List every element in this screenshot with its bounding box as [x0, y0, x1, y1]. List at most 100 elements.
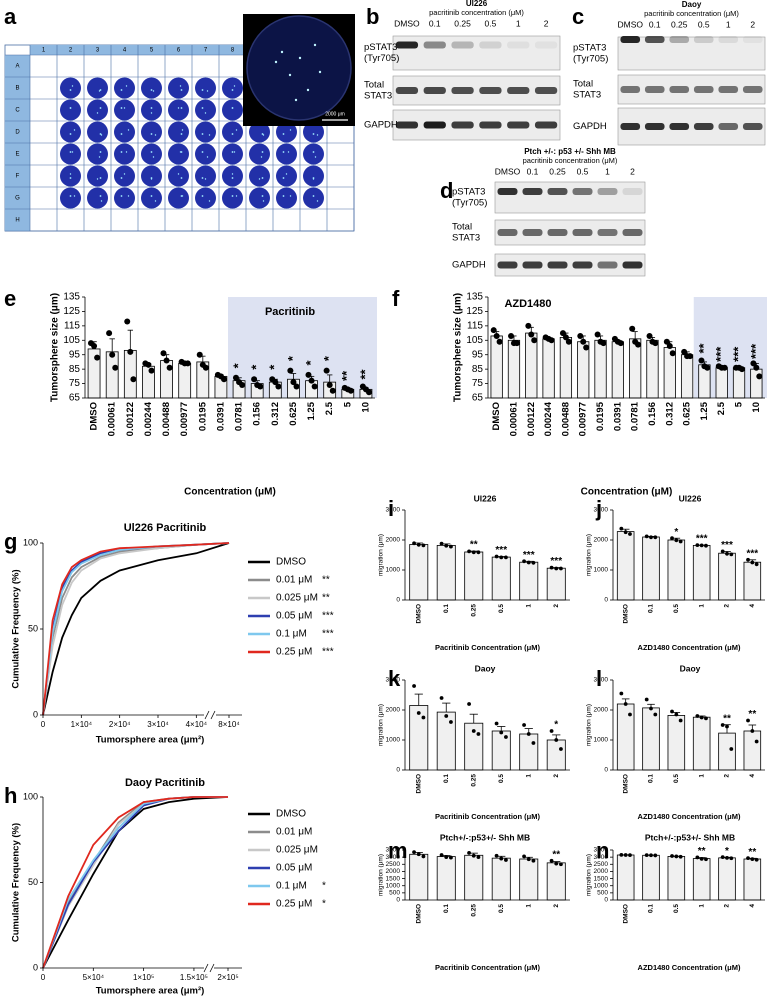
- y-tick-label: 0: [33, 709, 38, 719]
- significance: ***: [746, 548, 758, 559]
- inset-tumorsphere: [294, 98, 298, 102]
- data-point: [644, 853, 649, 858]
- data-point: [513, 340, 520, 347]
- y-tick-label: 0: [604, 597, 608, 604]
- data-point: [221, 376, 228, 383]
- tumorsphere: [231, 89, 234, 91]
- data-point: [257, 383, 264, 390]
- significance: **: [723, 713, 731, 724]
- data-point: [628, 532, 632, 536]
- tumorsphere: [96, 178, 99, 180]
- data-point: [290, 379, 297, 386]
- legend-label: 0.025 μM: [276, 593, 318, 604]
- data-point: [600, 340, 607, 347]
- data-point: [653, 535, 658, 540]
- x-tick-label: DMSO: [415, 904, 422, 924]
- blot-strip: [617, 36, 766, 71]
- tumorsphere: [261, 151, 264, 153]
- x-axis-label: AZD1480 Concentration (μM): [638, 812, 741, 821]
- bar: [616, 854, 635, 901]
- tumorsphere: [100, 134, 103, 136]
- lane-label: 0.5: [698, 19, 710, 29]
- data-point: [628, 853, 632, 858]
- well: [195, 187, 216, 209]
- tumorsphere: [69, 151, 72, 153]
- data-point: [746, 856, 750, 861]
- bar: [436, 856, 456, 901]
- well: [303, 165, 324, 187]
- data-point: [467, 850, 471, 855]
- data-point: [522, 854, 526, 859]
- tumorsphere: [314, 156, 317, 158]
- tumorsphere: [120, 177, 123, 179]
- tumorsphere: [98, 156, 101, 158]
- data-point: [756, 373, 763, 380]
- tumorsphere: [99, 195, 102, 197]
- data-point: [549, 858, 554, 863]
- x-tick-label: 0.156: [647, 402, 658, 426]
- inset-tumorsphere: [288, 73, 292, 77]
- tumorsphere: [312, 151, 315, 153]
- plate-column-label: 5: [150, 48, 154, 54]
- significance: *: [231, 362, 246, 368]
- x-tick-label: 10: [751, 402, 762, 413]
- data-point: [559, 862, 563, 867]
- well: [60, 165, 81, 187]
- x-tick-label: 0.625: [682, 401, 693, 425]
- panel-letter: n: [596, 838, 609, 863]
- y-tick-label: 75: [69, 378, 81, 389]
- blot-band: [497, 188, 518, 195]
- bar: [667, 856, 686, 901]
- plate-row-label: E: [15, 152, 19, 158]
- well: [60, 77, 81, 99]
- x-tick-label: 4: [749, 604, 756, 608]
- significance: **: [698, 846, 706, 857]
- significance: *: [725, 846, 729, 857]
- tumorsphere: [204, 178, 207, 180]
- data-point: [112, 364, 119, 371]
- data-point: [594, 331, 601, 338]
- blot-row-label: Total: [364, 80, 384, 91]
- y-tick-label: 2000: [594, 537, 609, 544]
- blot-band: [534, 121, 558, 129]
- data-point: [738, 366, 745, 373]
- y-tick-label: 125: [466, 306, 483, 317]
- data-point: [629, 325, 636, 332]
- tumorsphere: [150, 107, 153, 109]
- tumorsphere: [96, 112, 99, 114]
- y-tick-label: 135: [466, 292, 483, 303]
- x-tick-label: DMSO: [415, 604, 422, 624]
- data-point: [293, 383, 300, 390]
- cdf-line: [42, 796, 228, 969]
- x-axis-label: Pacritinib Concentration (μM): [435, 963, 541, 972]
- tumorsphere: [233, 151, 236, 153]
- data-point: [649, 706, 653, 711]
- legend-label: DMSO: [276, 557, 306, 568]
- data-point: [471, 729, 476, 733]
- x-tick-label: DMSO: [415, 774, 422, 794]
- bar: [642, 707, 660, 771]
- plate-column-label: 2: [69, 48, 73, 54]
- x-tick-label: 0.00488: [560, 402, 571, 436]
- data-point: [652, 340, 659, 347]
- bar: [718, 857, 736, 901]
- tumorsphere: [69, 195, 72, 197]
- inset-tumorsphere: [274, 60, 278, 64]
- blot-row-label: pSTAT3: [573, 43, 606, 54]
- significance: *: [249, 364, 264, 370]
- legend-label: 0.05 μM: [276, 611, 312, 622]
- tumorsphere: [201, 177, 204, 179]
- x-tick-label: 5: [734, 401, 745, 407]
- tumorsphere: [201, 151, 204, 153]
- tumorsphere: [99, 89, 102, 91]
- data-point: [687, 353, 694, 360]
- legend-label: 0.1 μM: [276, 881, 307, 892]
- data-point: [531, 560, 536, 565]
- y-tick-label: 135: [63, 292, 80, 303]
- y-tick-label: 2500: [386, 861, 401, 868]
- well: [141, 143, 162, 165]
- x-tick-label: 0.00244: [143, 401, 154, 436]
- blot-strip: [494, 253, 646, 277]
- data-point: [678, 539, 683, 544]
- well: [276, 121, 297, 143]
